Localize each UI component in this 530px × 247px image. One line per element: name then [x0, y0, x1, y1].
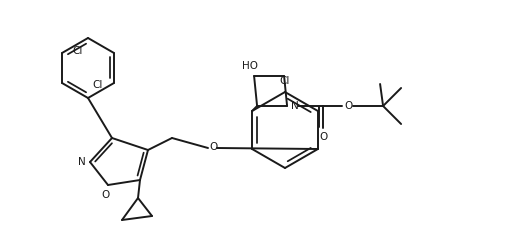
Text: O: O: [319, 132, 327, 142]
Text: O: O: [344, 101, 352, 111]
Text: HO: HO: [242, 61, 258, 71]
Text: Cl: Cl: [280, 76, 290, 86]
Text: Cl: Cl: [93, 80, 103, 90]
Text: O: O: [102, 190, 110, 200]
Text: O: O: [210, 142, 218, 152]
Text: N: N: [291, 101, 299, 111]
Text: N: N: [78, 157, 86, 167]
Text: Cl: Cl: [73, 46, 83, 56]
